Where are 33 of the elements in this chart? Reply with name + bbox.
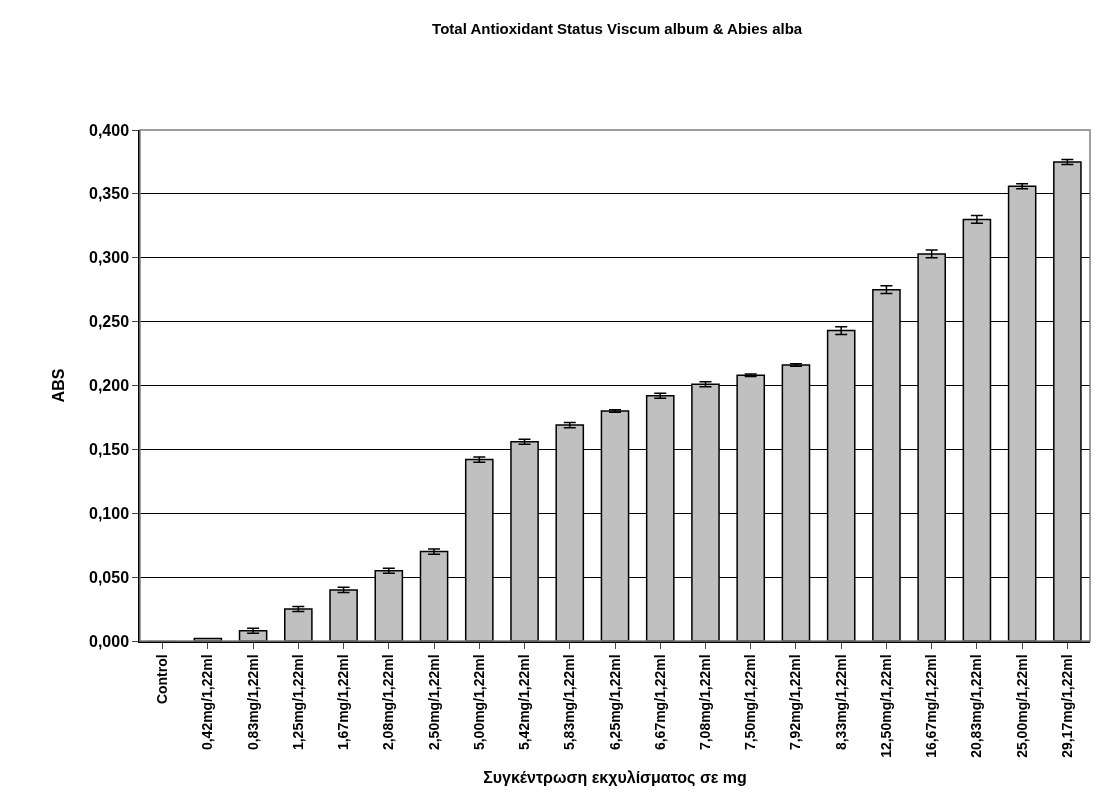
x-tick-label: 0,42mg/1,22ml (199, 654, 216, 751)
x-tick-label: 1,25mg/1,22ml (289, 654, 306, 751)
y-tick-label: 0,350 (89, 185, 130, 203)
x-tick-label: 8,33mg/1,22ml (832, 654, 849, 751)
x-tick-label: 5,00mg/1,22ml (470, 654, 487, 751)
x-tick-label: 6,67mg/1,22ml (651, 654, 668, 751)
x-tick-label: 5,42mg/1,22ml (516, 654, 533, 751)
x-tick-label: Control (154, 654, 171, 705)
x-tick-label: 25,00mg/1,22ml (1013, 654, 1030, 758)
x-tick-label: 12,50mg/1,22ml (877, 654, 894, 758)
x-tick-label: 7,92mg/1,22ml (787, 654, 804, 751)
y-tick-label: 0,000 (89, 632, 130, 650)
x-tick-label: 2,08mg/1,22ml (380, 654, 397, 751)
y-tick-label: 0,250 (89, 313, 130, 331)
y-tick-label: 0,150 (89, 440, 130, 458)
x-tick-label: 20,83mg/1,22ml (968, 654, 985, 758)
y-tick-label: 0,400 (89, 121, 130, 139)
y-tick-label: 0,200 (89, 377, 130, 395)
chart-title: Total Antioxidant Status Viscum album & Abies alba (432, 20, 803, 38)
x-axis-title: Συγκέντρωση εκχυλίσματος σε mg (483, 769, 747, 788)
x-tick-label: 16,67mg/1,22ml (923, 654, 940, 758)
y-tick-label: 0,100 (89, 504, 130, 522)
y-tick-label: 0,300 (89, 249, 130, 267)
x-tick-label: 7,08mg/1,22ml (697, 654, 714, 751)
x-tick-label: 2,50mg/1,22ml (425, 654, 442, 751)
x-tick-label: 5,83mg/1,22ml (561, 654, 578, 751)
x-tick-label: 7,50mg/1,22ml (742, 654, 759, 751)
x-tick-label: 0,83mg/1,22ml (244, 654, 261, 751)
x-tick-label: 1,67mg/1,22ml (335, 654, 352, 751)
x-tick-label: 29,17mg/1,22ml (1058, 654, 1075, 758)
y-axis-title: ABS (50, 368, 68, 403)
y-tick-label: 0,050 (89, 568, 130, 586)
x-tick-label: 6,25mg/1,22ml (606, 654, 623, 751)
